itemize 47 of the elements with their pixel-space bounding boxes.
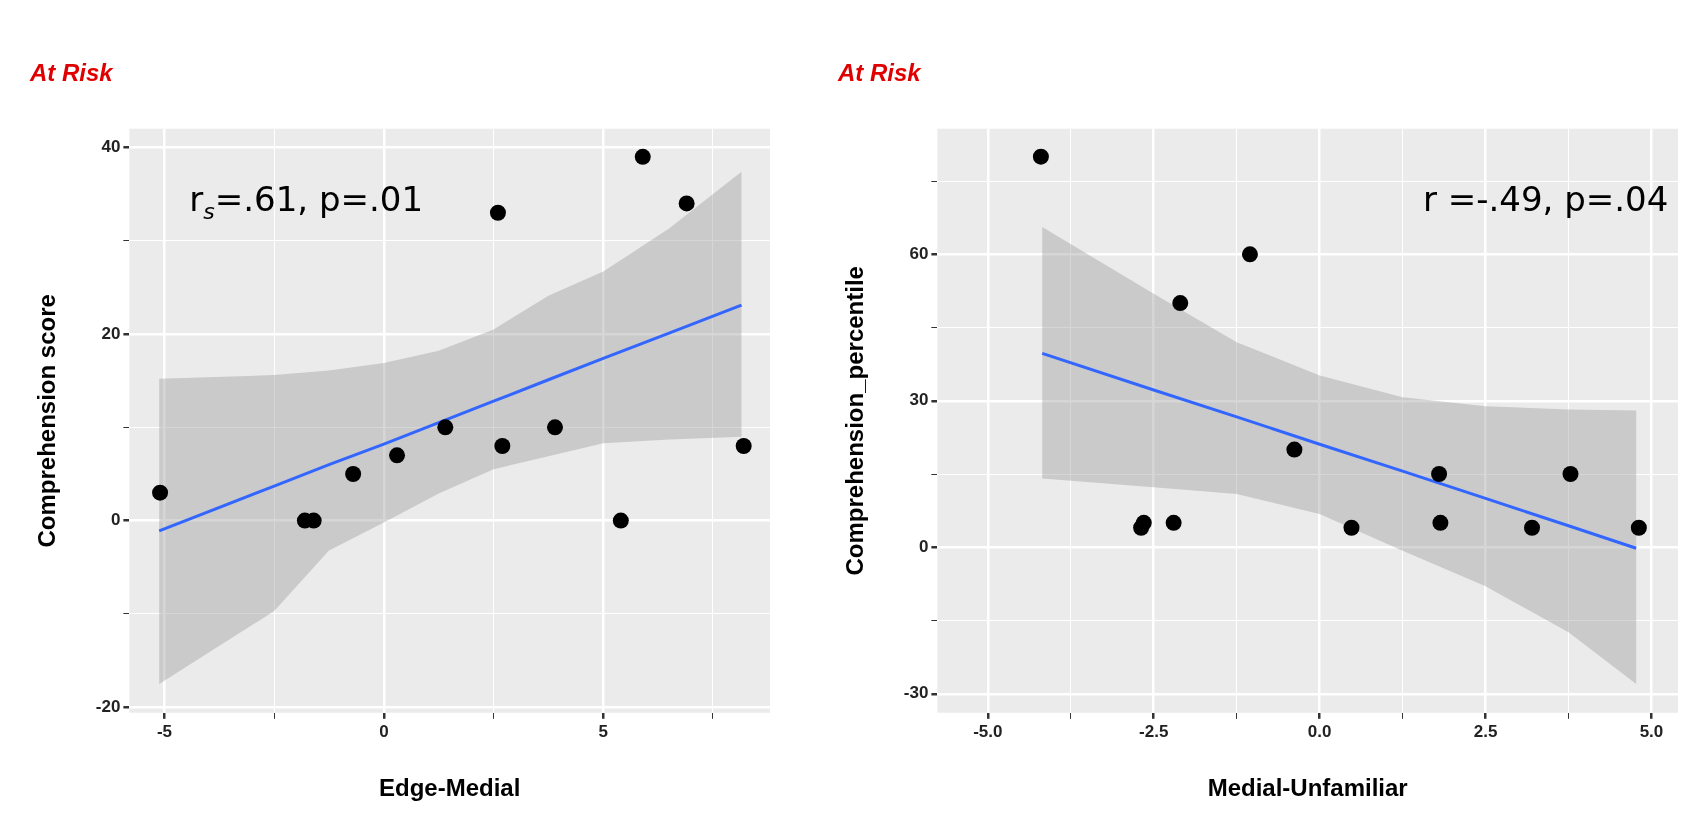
point bbox=[634, 148, 651, 165]
point bbox=[494, 437, 511, 454]
annotation: r =-.49, p=.04 bbox=[1423, 178, 1669, 219]
point bbox=[1431, 466, 1448, 483]
point bbox=[1562, 466, 1579, 483]
point bbox=[1165, 514, 1182, 531]
x-tick-label: 5.0 bbox=[1639, 721, 1664, 741]
y-tick-label: 30 bbox=[909, 390, 929, 410]
point bbox=[1432, 514, 1449, 531]
x-tick-label: 5 bbox=[598, 721, 608, 741]
point bbox=[678, 195, 695, 212]
x-tick-label: -5.0 bbox=[973, 721, 1003, 741]
point bbox=[152, 484, 169, 501]
point bbox=[345, 465, 362, 482]
point bbox=[1343, 519, 1360, 536]
annotation: r$_{s}$=.61, p=.01 bbox=[189, 178, 424, 224]
y-axis-title: Comprehension_percentile bbox=[841, 266, 869, 576]
y-tick-label: 0 bbox=[110, 510, 121, 530]
y-axis-title: Comprehension score bbox=[33, 294, 61, 548]
point bbox=[1241, 246, 1258, 263]
y-tick-label: 40 bbox=[101, 137, 121, 157]
y-tick-label: 0 bbox=[918, 536, 929, 556]
x-tick-label: 0.0 bbox=[1307, 721, 1332, 741]
point bbox=[735, 437, 752, 454]
point bbox=[546, 419, 563, 436]
y-tick-label: -30 bbox=[903, 683, 929, 703]
point bbox=[489, 204, 506, 221]
point bbox=[1286, 441, 1303, 458]
point bbox=[612, 512, 629, 529]
point bbox=[389, 447, 406, 464]
point bbox=[1172, 295, 1189, 312]
x-axis-title: Edge-Medial bbox=[379, 774, 521, 802]
point bbox=[1032, 148, 1049, 165]
point bbox=[1630, 519, 1647, 536]
chart-title: At Risk bbox=[29, 59, 115, 87]
x-tick-label: 0 bbox=[379, 721, 389, 741]
point bbox=[437, 419, 454, 436]
x-tick-label: -2.5 bbox=[1139, 721, 1169, 741]
point bbox=[1524, 519, 1540, 536]
y-tick-label: -20 bbox=[95, 696, 121, 716]
point bbox=[1135, 514, 1152, 531]
y-tick-label: 60 bbox=[909, 243, 929, 263]
y-tick-label: 20 bbox=[101, 323, 121, 343]
chart-title: At Risk bbox=[837, 59, 923, 87]
x-axis-title: Medial-Unfamiliar bbox=[1207, 774, 1408, 802]
x-tick-label: -5 bbox=[156, 721, 173, 741]
x-tick-label: 2.5 bbox=[1473, 721, 1498, 741]
